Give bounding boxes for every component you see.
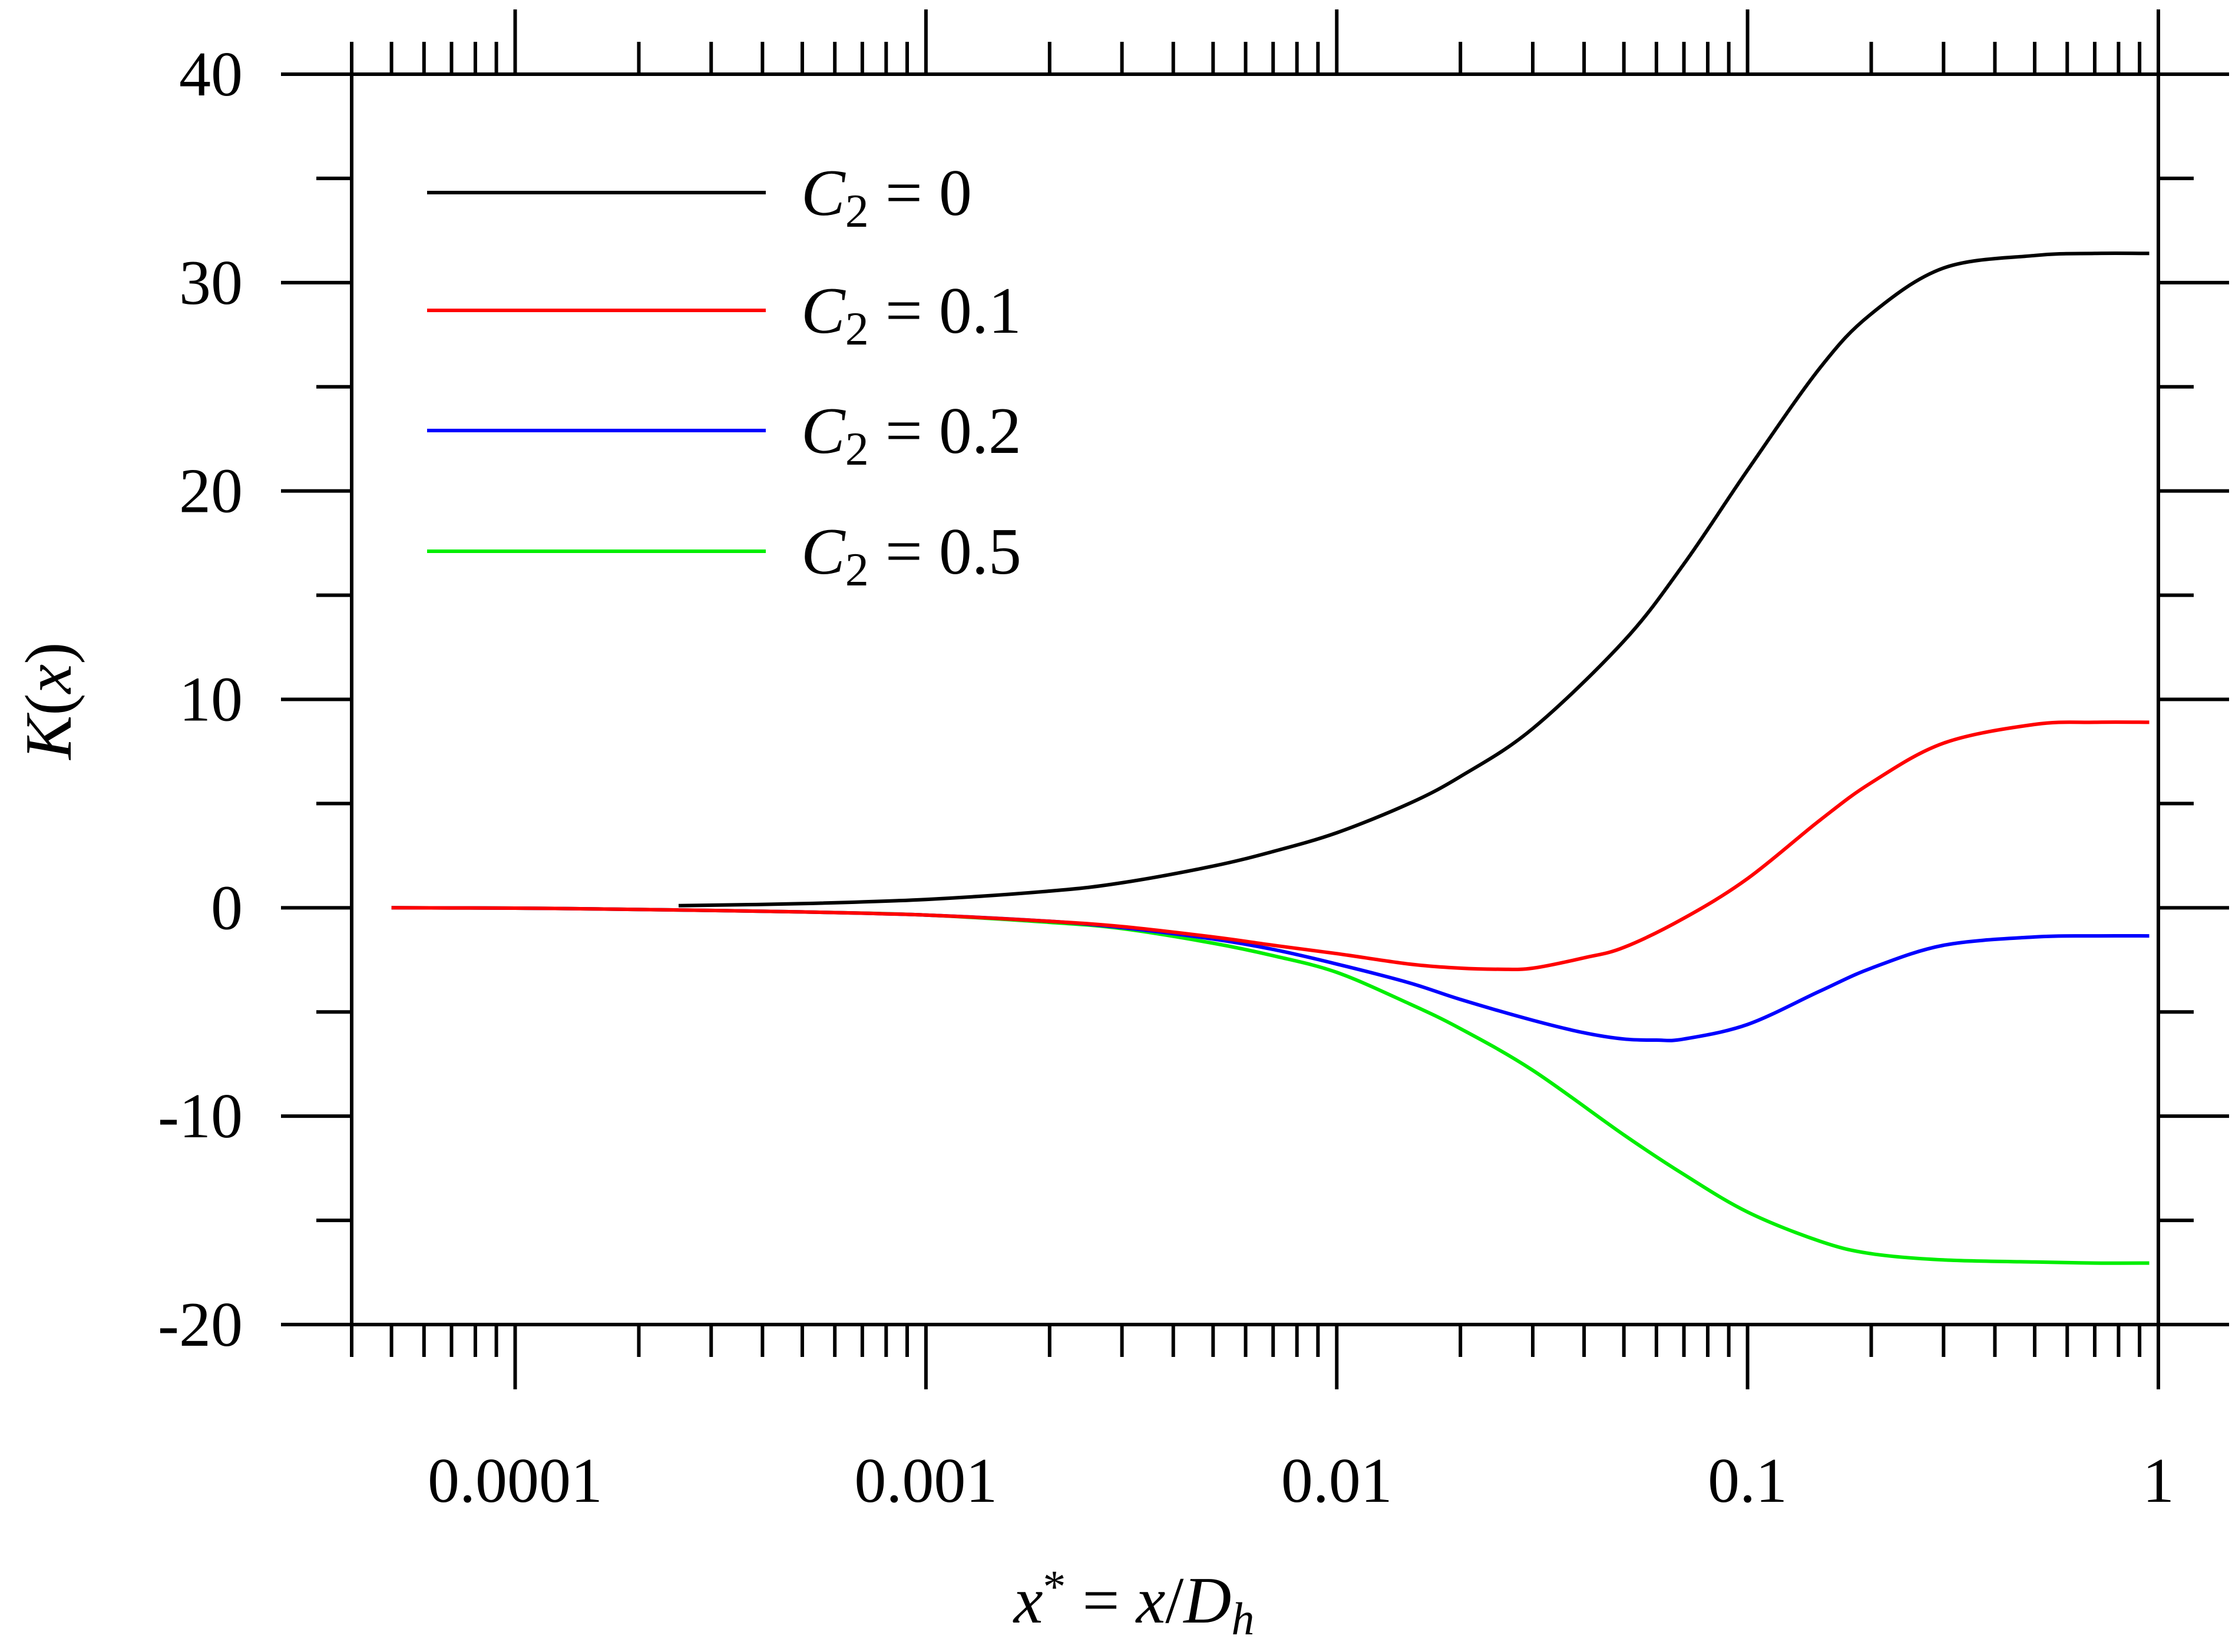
x-axis-title: x* = x/Dh: [1013, 1561, 1255, 1644]
legend-label: C2 = 0: [801, 157, 972, 237]
legend-label: C2 = 0.5: [801, 515, 1021, 596]
y-tick-label: 30: [179, 248, 243, 318]
axis-ticks: [281, 9, 2229, 1389]
y-tick-label: 40: [179, 39, 243, 110]
x-tick-label: 1: [2142, 1446, 2174, 1516]
series-lines: [391, 251, 2150, 1265]
y-axis-title: K(x): [12, 642, 85, 760]
legend-label: C2 = 0.2: [801, 395, 1021, 475]
x-tick-label: 0.001: [854, 1446, 997, 1516]
series-line: [678, 251, 2150, 908]
y-tick-label: 0: [211, 873, 243, 943]
y-tick-label: 10: [179, 665, 243, 735]
legend: C2 = 0 C2 = 0.1 C2 = 0.2 C2 = 0.5: [427, 157, 1021, 596]
plot-frame: [350, 72, 2160, 1326]
x-tick-label: 0.01: [1281, 1446, 1393, 1516]
y-tick-label: -10: [158, 1081, 243, 1151]
y-tick-label: -20: [158, 1290, 243, 1360]
y-tick-label: 20: [179, 456, 243, 527]
legend-label: C2 = 0.1: [801, 274, 1021, 355]
x-tick-label: 0.1: [1708, 1446, 1787, 1516]
series-line: [391, 720, 2150, 972]
x-tick-label: 0.0001: [428, 1446, 603, 1516]
tick-labels: 0.0001 0.001 0.01 0.1 1 -20 -10 0 10 20 30 40: [158, 39, 2174, 1516]
series-line: [391, 906, 2150, 1042]
